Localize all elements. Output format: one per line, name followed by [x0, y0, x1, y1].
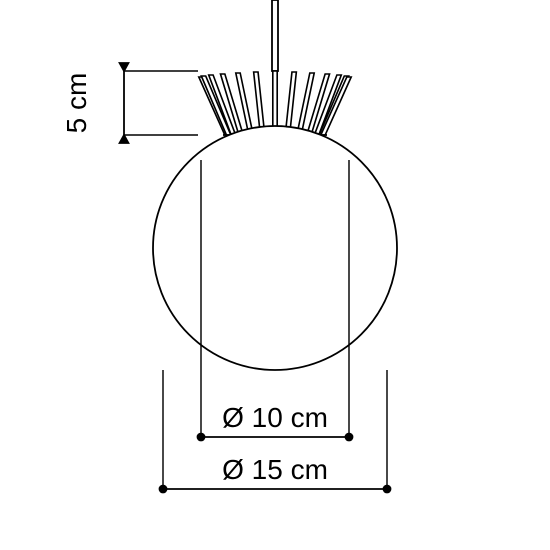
- dim-diameter-inner-label: Ø 10 cm: [222, 402, 328, 433]
- dim-height-label: 5 cm: [61, 73, 92, 134]
- pendant-lamp-diagram: 5 cm Ø 10 cm Ø 15 cm: [0, 0, 550, 550]
- dim-diameter-outer-label: Ø 15 cm: [222, 454, 328, 485]
